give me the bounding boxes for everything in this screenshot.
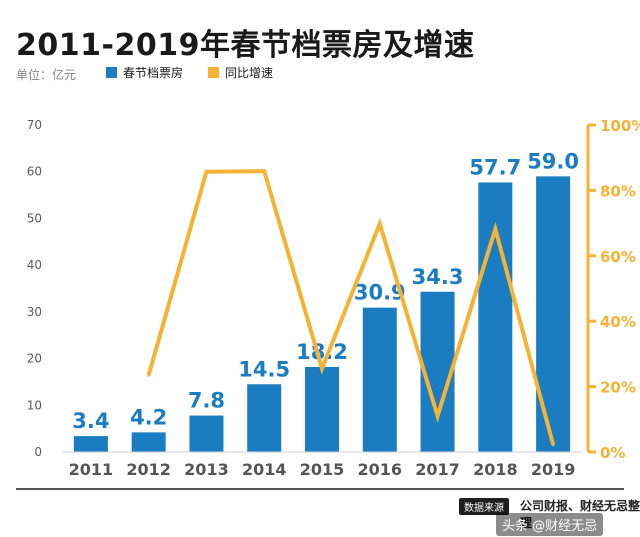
legend-label-growth: 同比增速 — [225, 66, 274, 80]
x-tick-label: 2012 — [126, 460, 171, 479]
bar-value-label: 34.3 — [412, 265, 464, 289]
source-tag: 数据来源 — [459, 498, 509, 515]
growth-point — [262, 169, 266, 173]
bar-value-label: 59.0 — [527, 149, 579, 173]
growth-point — [551, 442, 555, 446]
y-tick-label: 60 — [27, 165, 42, 179]
unit-label: 单位：亿元 — [16, 68, 77, 82]
bar-value-label: 14.5 — [238, 357, 290, 381]
x-tick-label: 2018 — [473, 460, 518, 479]
growth-point — [378, 222, 382, 226]
y2-tick-label: 40% — [600, 313, 636, 331]
y2-tick-label: 20% — [600, 379, 636, 397]
growth-point — [204, 170, 208, 174]
x-tick-label: 2013 — [184, 460, 229, 479]
y-tick-label: 30 — [27, 305, 42, 319]
legend-item-growth: 同比增速 — [208, 64, 273, 81]
bar — [189, 415, 224, 452]
bar — [536, 176, 571, 452]
y2-tick-label: 60% — [600, 248, 636, 266]
y2-tick-label: 0% — [600, 444, 625, 462]
legend-swatch-line — [208, 67, 219, 78]
growth-point — [320, 367, 324, 371]
x-tick-label: 2011 — [69, 460, 114, 479]
x-tick-label: 2015 — [300, 460, 345, 479]
x-tick-label: 2014 — [242, 460, 287, 479]
growth-point — [493, 227, 497, 231]
growth-point — [436, 414, 440, 418]
watermark-badge: 头条 @财经无忌 — [496, 513, 604, 536]
bar-value-label: 3.4 — [72, 409, 109, 433]
growth-point — [147, 373, 151, 377]
growth-line — [146, 169, 556, 445]
source-text: 公司财报、财经无忌整理 — [520, 499, 640, 530]
legend-swatch-bar — [106, 67, 117, 78]
y2-tick-label: 80% — [600, 182, 636, 200]
bar-value-label: 4.2 — [130, 405, 167, 429]
bar — [362, 307, 397, 452]
x-tick-label: 2016 — [358, 460, 403, 479]
y-tick-label: 50 — [27, 211, 42, 225]
bar-value-label: 18.2 — [296, 340, 348, 364]
y-tick-label: 40 — [27, 258, 42, 272]
x-tick-label: 2019 — [531, 460, 576, 479]
legend-item-box-office: 春节档票房 — [106, 64, 183, 81]
y2-tick-label: 100% — [600, 117, 640, 135]
chart-title: 2011-2019年春节档票房及增速 — [16, 28, 475, 63]
legend-label-box-office: 春节档票房 — [123, 66, 184, 80]
bar-value-label: 7.8 — [188, 389, 225, 413]
y-tick-label: 0 — [34, 445, 42, 459]
y-tick-label: 10 — [27, 398, 42, 412]
bar — [305, 366, 339, 452]
x-tick-label: 2017 — [415, 460, 460, 479]
y-tick-label: 70 — [27, 118, 42, 132]
bar — [247, 384, 282, 452]
y-tick-label: 20 — [27, 352, 42, 366]
bar — [131, 432, 166, 452]
bar-value-label: 57.7 — [469, 155, 521, 179]
bar — [73, 436, 108, 452]
